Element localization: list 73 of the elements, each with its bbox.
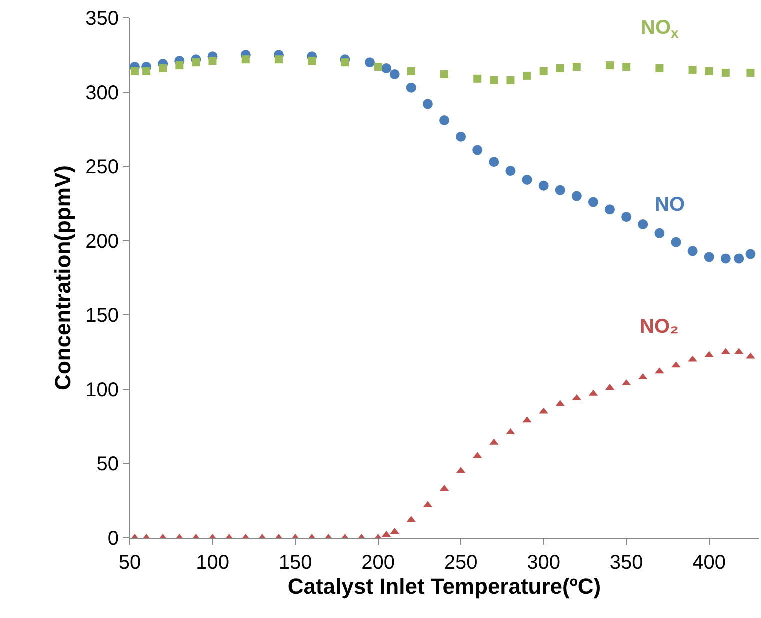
point bbox=[522, 174, 532, 185]
y-tick-label: 300 bbox=[86, 82, 119, 104]
point bbox=[572, 63, 581, 72]
point bbox=[746, 249, 756, 260]
point bbox=[720, 254, 731, 264]
point bbox=[734, 254, 744, 264]
point bbox=[390, 69, 400, 80]
point bbox=[176, 62, 184, 70]
point bbox=[622, 63, 631, 72]
point bbox=[638, 220, 648, 230]
point bbox=[556, 64, 564, 73]
point bbox=[382, 64, 392, 74]
point bbox=[274, 56, 283, 64]
point bbox=[605, 204, 616, 215]
point bbox=[490, 76, 498, 84]
x-tick-label: 250 bbox=[444, 552, 478, 574]
point bbox=[374, 63, 382, 72]
point bbox=[705, 67, 714, 76]
point bbox=[506, 76, 515, 84]
point bbox=[722, 68, 730, 77]
point bbox=[365, 58, 376, 68]
point bbox=[440, 70, 448, 78]
point bbox=[555, 185, 566, 196]
point bbox=[406, 82, 416, 93]
y-tick-label: 150 bbox=[86, 305, 119, 328]
y-tick-label: 250 bbox=[86, 156, 119, 179]
point bbox=[208, 57, 217, 66]
point bbox=[506, 166, 516, 176]
y-axis-title: Concentration(ppmV) bbox=[50, 166, 76, 390]
y-tick-label: 100 bbox=[86, 379, 119, 402]
point bbox=[622, 212, 632, 222]
point bbox=[456, 132, 466, 142]
point bbox=[142, 67, 151, 76]
x-tick-label: 400 bbox=[692, 552, 726, 574]
point bbox=[192, 58, 200, 67]
point bbox=[572, 191, 582, 202]
x-tick-label: 300 bbox=[527, 552, 561, 574]
series-label: NO₂ bbox=[640, 316, 679, 338]
point bbox=[704, 252, 714, 262]
point bbox=[671, 237, 682, 248]
y-tick-label: 350 bbox=[86, 8, 119, 30]
point bbox=[130, 67, 139, 76]
point bbox=[688, 66, 697, 74]
point bbox=[422, 99, 433, 110]
x-tick-label: 350 bbox=[610, 552, 644, 574]
point bbox=[242, 56, 250, 64]
point bbox=[341, 58, 350, 67]
point bbox=[688, 246, 698, 256]
point bbox=[308, 57, 316, 66]
x-tick-label: 150 bbox=[278, 552, 312, 574]
y-tick-label: 0 bbox=[108, 528, 119, 550]
point bbox=[588, 197, 598, 208]
point bbox=[407, 67, 416, 76]
x-tick-label: 50 bbox=[118, 552, 142, 574]
point bbox=[746, 68, 755, 77]
y-tick-label: 200 bbox=[86, 230, 119, 253]
point bbox=[606, 62, 614, 70]
point bbox=[654, 228, 665, 238]
point bbox=[538, 180, 549, 191]
point bbox=[440, 116, 450, 126]
y-tick-label: 50 bbox=[96, 454, 119, 476]
x-axis-title: Catalyst Inlet Temperature(ºC) bbox=[288, 574, 602, 599]
point bbox=[489, 157, 500, 168]
point bbox=[472, 145, 483, 156]
point bbox=[159, 64, 168, 73]
point bbox=[523, 72, 532, 80]
series-label: NO$_{x}$ bbox=[641, 17, 679, 42]
x-tick-label: 100 bbox=[196, 552, 230, 574]
x-tick-label: 200 bbox=[362, 552, 395, 574]
point bbox=[474, 74, 482, 83]
point bbox=[540, 67, 548, 76]
series-label: NO bbox=[655, 194, 685, 216]
point bbox=[656, 64, 664, 73]
